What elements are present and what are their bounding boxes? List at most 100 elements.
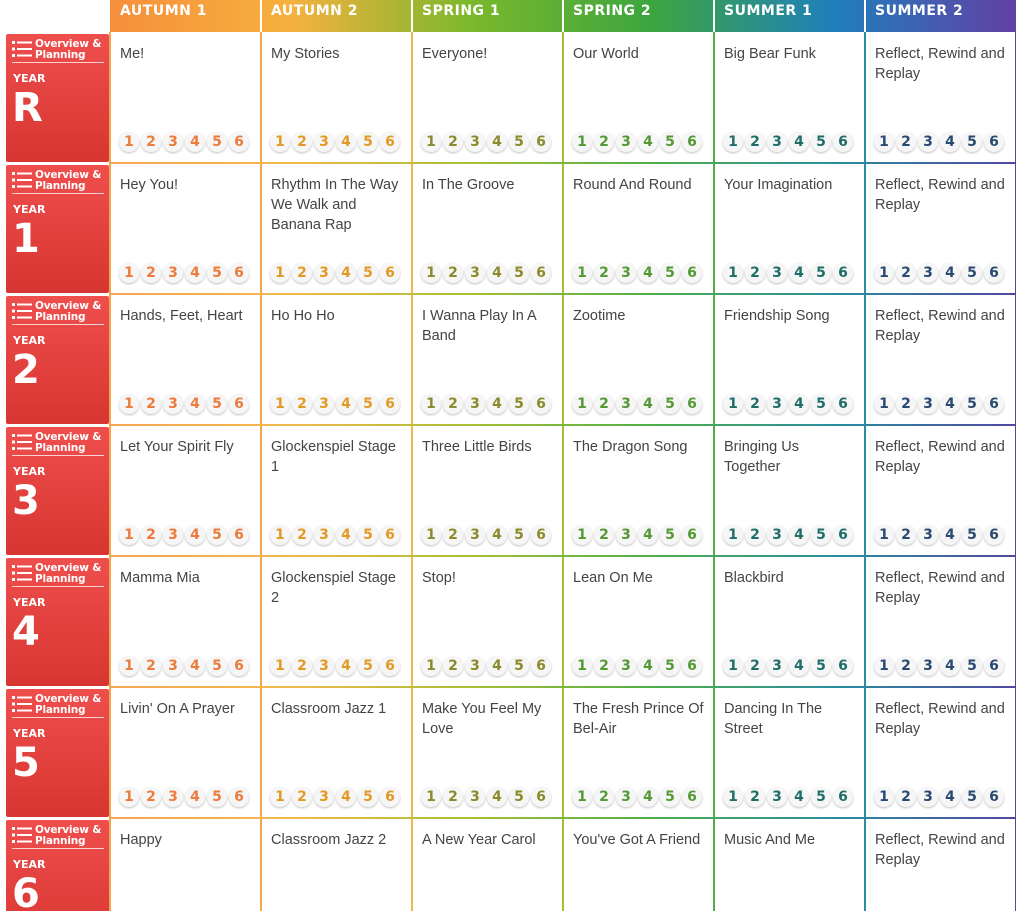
lesson-button-3[interactable]: 3 <box>465 132 485 152</box>
lesson-button-5[interactable]: 5 <box>660 525 680 545</box>
lesson-button-3[interactable]: 3 <box>465 656 485 676</box>
lesson-button-5[interactable]: 5 <box>509 263 529 283</box>
lesson-button-1[interactable]: 1 <box>572 787 592 807</box>
lesson-button-1[interactable]: 1 <box>270 132 290 152</box>
lesson-button-2[interactable]: 2 <box>443 656 463 676</box>
lesson-button-4[interactable]: 4 <box>336 525 356 545</box>
lesson-button-5[interactable]: 5 <box>358 525 378 545</box>
lesson-button-6[interactable]: 6 <box>531 787 551 807</box>
lesson-button-3[interactable]: 3 <box>918 132 938 152</box>
lesson-button-1[interactable]: 1 <box>421 394 441 414</box>
lesson-button-6[interactable]: 6 <box>229 132 249 152</box>
lesson-button-4[interactable]: 4 <box>487 525 507 545</box>
lesson-button-2[interactable]: 2 <box>141 394 161 414</box>
lesson-button-6[interactable]: 6 <box>682 656 702 676</box>
lesson-button-3[interactable]: 3 <box>314 525 334 545</box>
lesson-button-2[interactable]: 2 <box>594 525 614 545</box>
lesson-button-4[interactable]: 4 <box>336 394 356 414</box>
lesson-button-3[interactable]: 3 <box>767 525 787 545</box>
unit-title[interactable]: My Stories <box>271 46 340 62</box>
lesson-button-3[interactable]: 3 <box>918 525 938 545</box>
lesson-button-3[interactable]: 3 <box>465 263 485 283</box>
unit-title[interactable]: I Wanna Play In A Band <box>422 308 536 344</box>
lesson-button-5[interactable]: 5 <box>207 394 227 414</box>
lesson-button-5[interactable]: 5 <box>509 132 529 152</box>
lesson-button-4[interactable]: 4 <box>185 394 205 414</box>
lesson-button-6[interactable]: 6 <box>380 525 400 545</box>
lesson-button-3[interactable]: 3 <box>465 525 485 545</box>
lesson-button-3[interactable]: 3 <box>163 525 183 545</box>
lesson-button-4[interactable]: 4 <box>940 263 960 283</box>
lesson-button-5[interactable]: 5 <box>811 263 831 283</box>
lesson-button-6[interactable]: 6 <box>531 132 551 152</box>
lesson-button-1[interactable]: 1 <box>270 656 290 676</box>
lesson-button-4[interactable]: 4 <box>940 787 960 807</box>
lesson-button-1[interactable]: 1 <box>723 132 743 152</box>
lesson-button-2[interactable]: 2 <box>594 132 614 152</box>
lesson-button-3[interactable]: 3 <box>163 263 183 283</box>
unit-title[interactable]: Reflect, Rewind and Replay <box>875 308 1005 344</box>
lesson-button-6[interactable]: 6 <box>833 525 853 545</box>
lesson-button-4[interactable]: 4 <box>940 525 960 545</box>
lesson-button-1[interactable]: 1 <box>119 394 139 414</box>
year-tab-4[interactable]: Overview & Planning YEAR 4 <box>6 558 109 686</box>
unit-title[interactable]: Happy <box>120 832 162 848</box>
lesson-button-3[interactable]: 3 <box>616 263 636 283</box>
lesson-button-2[interactable]: 2 <box>745 263 765 283</box>
lesson-button-2[interactable]: 2 <box>443 263 463 283</box>
lesson-button-2[interactable]: 2 <box>594 787 614 807</box>
lesson-button-4[interactable]: 4 <box>638 525 658 545</box>
unit-title[interactable]: Blackbird <box>724 570 784 586</box>
lesson-button-4[interactable]: 4 <box>638 787 658 807</box>
lesson-button-1[interactable]: 1 <box>270 525 290 545</box>
lesson-button-6[interactable]: 6 <box>229 525 249 545</box>
lesson-button-3[interactable]: 3 <box>767 394 787 414</box>
lesson-button-4[interactable]: 4 <box>487 394 507 414</box>
unit-title[interactable]: Reflect, Rewind and Replay <box>875 832 1005 868</box>
overview-planning-link[interactable]: Overview & Planning <box>12 824 104 849</box>
lesson-button-2[interactable]: 2 <box>594 656 614 676</box>
lesson-button-1[interactable]: 1 <box>119 132 139 152</box>
lesson-button-4[interactable]: 4 <box>185 787 205 807</box>
lesson-button-3[interactable]: 3 <box>918 263 938 283</box>
lesson-button-3[interactable]: 3 <box>465 394 485 414</box>
lesson-button-4[interactable]: 4 <box>638 656 658 676</box>
lesson-button-1[interactable]: 1 <box>119 656 139 676</box>
lesson-button-6[interactable]: 6 <box>531 263 551 283</box>
lesson-button-2[interactable]: 2 <box>141 263 161 283</box>
unit-title[interactable]: Zootime <box>573 308 626 324</box>
unit-title[interactable]: Round And Round <box>573 177 692 193</box>
unit-title[interactable]: Music And Me <box>724 832 816 848</box>
lesson-button-5[interactable]: 5 <box>962 132 982 152</box>
lesson-button-6[interactable]: 6 <box>229 394 249 414</box>
lesson-button-2[interactable]: 2 <box>292 394 312 414</box>
lesson-button-4[interactable]: 4 <box>185 263 205 283</box>
unit-title[interactable]: A New Year Carol <box>422 832 536 848</box>
lesson-button-3[interactable]: 3 <box>314 132 334 152</box>
lesson-button-4[interactable]: 4 <box>789 525 809 545</box>
unit-title[interactable]: Let Your Spirit Fly <box>120 439 234 455</box>
lesson-button-6[interactable]: 6 <box>682 132 702 152</box>
lesson-button-6[interactable]: 6 <box>833 132 853 152</box>
lesson-button-1[interactable]: 1 <box>421 656 441 676</box>
lesson-button-6[interactable]: 6 <box>984 656 1004 676</box>
unit-title[interactable]: The Fresh Prince Of Bel-Air <box>573 701 704 737</box>
overview-planning-link[interactable]: Overview & Planning <box>12 562 104 587</box>
unit-title[interactable]: In The Groove <box>422 177 515 193</box>
lesson-button-2[interactable]: 2 <box>443 525 463 545</box>
lesson-button-5[interactable]: 5 <box>358 263 378 283</box>
lesson-button-2[interactable]: 2 <box>443 787 463 807</box>
lesson-button-2[interactable]: 2 <box>292 525 312 545</box>
unit-title[interactable]: Make You Feel My Love <box>422 701 542 737</box>
lesson-button-3[interactable]: 3 <box>314 394 334 414</box>
unit-title[interactable]: Big Bear Funk <box>724 46 816 62</box>
lesson-button-1[interactable]: 1 <box>270 394 290 414</box>
unit-title[interactable]: Reflect, Rewind and Replay <box>875 46 1005 82</box>
lesson-button-3[interactable]: 3 <box>163 394 183 414</box>
overview-planning-link[interactable]: Overview & Planning <box>12 693 104 718</box>
lesson-button-2[interactable]: 2 <box>896 787 916 807</box>
lesson-button-5[interactable]: 5 <box>811 656 831 676</box>
unit-title[interactable]: Glockenspiel Stage 1 <box>271 439 396 475</box>
lesson-button-3[interactable]: 3 <box>163 656 183 676</box>
overview-planning-link[interactable]: Overview & Planning <box>12 431 104 456</box>
